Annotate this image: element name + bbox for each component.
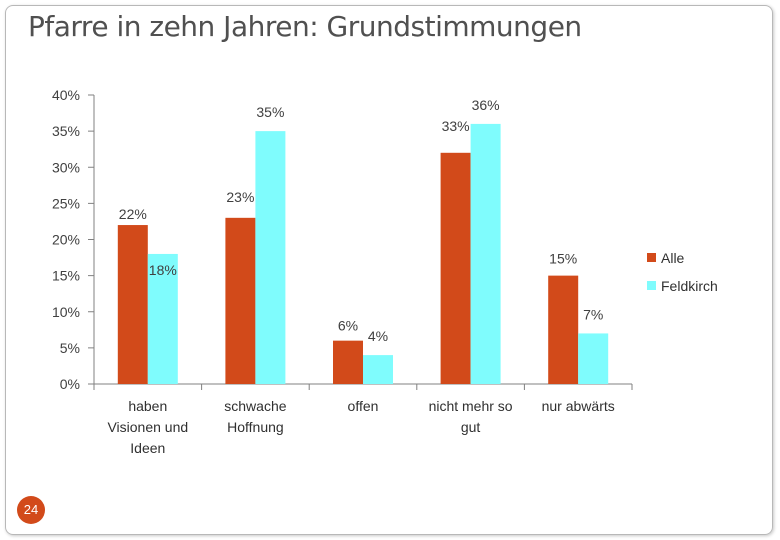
- bar-feldkirch: [470, 123, 501, 385]
- legend-label: Feldkirch: [661, 278, 718, 294]
- legend-swatch-alle: [647, 253, 656, 262]
- data-label: 36%: [472, 97, 500, 113]
- category-label-line: offen: [348, 398, 379, 414]
- legend-label: Alle: [661, 250, 685, 266]
- y-tick-label: 5%: [60, 340, 80, 356]
- bar-alle: [333, 340, 363, 384]
- slide-frame: [5, 5, 773, 535]
- y-tick-label: 40%: [52, 87, 80, 103]
- bar-feldkirch: [255, 131, 286, 384]
- category-label-line: nur abwärts: [542, 398, 615, 414]
- category-label-line: Ideen: [130, 440, 165, 456]
- category-label-line: Visionen und: [107, 419, 188, 435]
- y-tick-label: 25%: [52, 195, 80, 211]
- data-label: 23%: [226, 189, 254, 205]
- category-label-line: schwache: [224, 398, 286, 414]
- bar-feldkirch: [147, 253, 178, 384]
- y-tick-label: 30%: [52, 159, 80, 175]
- data-label: 6%: [338, 318, 358, 334]
- page-number-badge: 24: [17, 496, 45, 524]
- category-label: nicht mehr so gut: [429, 398, 513, 435]
- data-label: 15%: [549, 251, 577, 267]
- y-tick-label: 35%: [52, 123, 80, 139]
- bar-alle: [548, 275, 579, 384]
- bar-feldkirch: [578, 333, 609, 384]
- category-label: offen: [348, 398, 379, 414]
- bar-alle: [117, 225, 148, 384]
- legend-swatch-feldkirch: [647, 281, 656, 290]
- category-label: schwache Hoffnung: [224, 398, 286, 435]
- category-label: haben Visionen und Ideen: [107, 398, 188, 456]
- data-label: 22%: [119, 206, 147, 222]
- data-label: 4%: [368, 328, 388, 344]
- y-tick-label: 0%: [60, 376, 80, 392]
- slide-title: Pfarre in zehn Jahren: Grundstimmungen: [28, 10, 582, 43]
- bar-alle: [440, 152, 471, 384]
- data-label: 7%: [583, 306, 603, 322]
- bar-feldkirch: [363, 355, 393, 384]
- category-label-line: nicht mehr so: [429, 398, 513, 414]
- y-tick-label: 20%: [52, 232, 80, 248]
- y-tick-label: 10%: [52, 304, 80, 320]
- category-label-line: gut: [461, 419, 481, 435]
- category-label: nur abwärts: [542, 398, 615, 414]
- bar-alle: [225, 217, 256, 384]
- y-tick-label: 15%: [52, 268, 80, 284]
- category-label-line: Hoffnung: [227, 419, 284, 435]
- data-label: 35%: [256, 104, 284, 120]
- data-label: 33%: [442, 118, 470, 134]
- category-label-line: haben: [128, 398, 167, 414]
- data-label: 18%: [149, 262, 177, 278]
